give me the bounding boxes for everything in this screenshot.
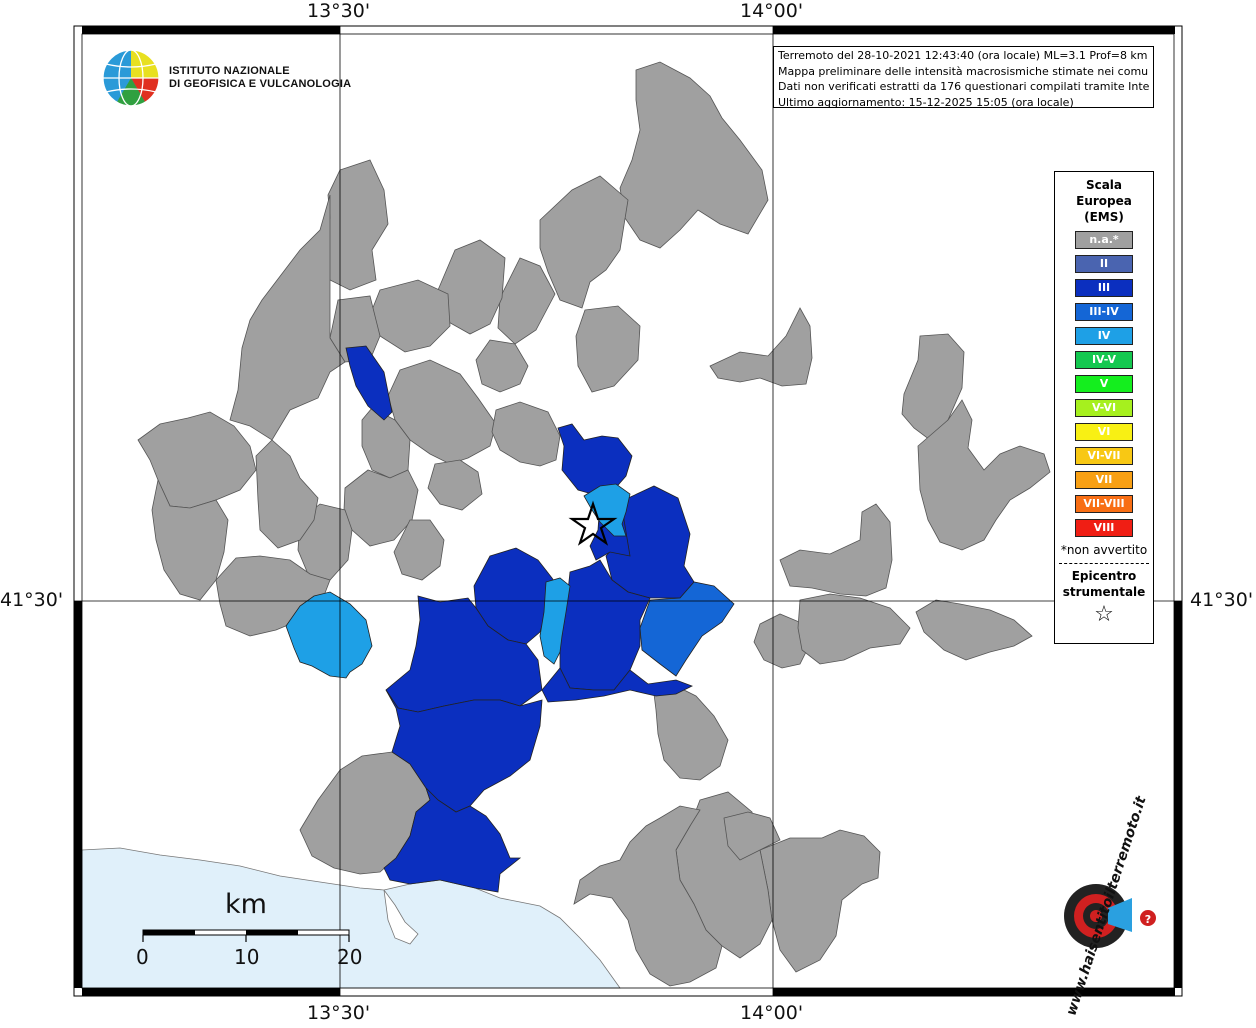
event-info-line-1: Terremoto del 28-10-2021 12:43:40 (ora l… — [778, 49, 1148, 62]
event-info-box: Terremoto del 28-10-2021 12:43:40 (ora l… — [773, 46, 1154, 109]
legend-item: V — [1075, 375, 1133, 393]
lat-label-right: 41°30' — [1190, 589, 1254, 611]
municipalities-IV — [285, 483, 631, 679]
legend-item: III-IV — [1075, 303, 1133, 321]
legend-item: VI-VII — [1075, 447, 1133, 465]
haisentito-logo-icon: ? — [1062, 880, 1156, 952]
coast-land — [383, 889, 419, 945]
municipalities-III — [345, 345, 695, 893]
event-info-line-3: Dati non verificati estratti da 176 ques… — [778, 80, 1149, 93]
scale-tick-20: 20 — [337, 945, 363, 969]
legend-item: III — [1075, 279, 1133, 297]
municipalities-III-IV — [639, 581, 735, 677]
legend-note: *non avvertito — [1060, 543, 1148, 557]
lon-label-top-1: 13°30' — [307, 0, 371, 22]
epicenter-star-icon — [568, 500, 618, 546]
event-info-line-4: Ultimo aggiornamento: 15-12-2025 15:05 (… — [778, 95, 1074, 109]
event-info-line-2: Mappa preliminare delle intensità macros… — [778, 64, 1149, 78]
legend-item: V-VI — [1075, 399, 1133, 417]
ingv-line-1: ISTITUTO NAZIONALE — [169, 65, 290, 77]
svg-text:?: ? — [1145, 913, 1151, 926]
legend-item: IV-V — [1075, 351, 1133, 369]
legend-item: VII-VIII — [1075, 495, 1133, 513]
ingv-line-2: DI GEOFISICA E VULCANOLOGIA — [169, 78, 352, 90]
lon-label-bottom-2: 14°00' — [740, 1002, 804, 1024]
ingv-logo-icon — [102, 49, 160, 107]
lat-label-left: 41°30' — [0, 589, 64, 611]
legend-title: Scala Europea (EMS) — [1076, 178, 1132, 224]
map-border — [74, 26, 1182, 996]
legend-item: VI — [1075, 423, 1133, 441]
lon-label-bottom-1: 13°30' — [307, 1002, 371, 1024]
legend-epicenter-label: Epicentro strumentale — [1062, 569, 1146, 599]
lon-label-top-2: 14°00' — [740, 0, 804, 22]
graticule — [74, 26, 1182, 996]
scale-tick-10: 10 — [234, 945, 260, 969]
scale-unit: km — [225, 889, 267, 920]
municipalities-na — [137, 61, 1051, 987]
legend-item: VII — [1075, 471, 1133, 489]
legend-item: IV — [1075, 327, 1133, 345]
ems-legend: Scala Europea (EMS) n.a.* II III III-IV IV IV… — [1054, 171, 1154, 644]
scale-tick-0: 0 — [136, 945, 149, 969]
ingv-logo-text: ISTITUTO NAZIONALE DI GEOFISICA E VULCAN… — [169, 65, 351, 91]
legend-divider — [1059, 563, 1149, 564]
legend-epicenter-star-icon: ☆ — [1094, 602, 1114, 627]
legend-items: n.a.* II III III-IV IV IV-V V V-VI VI VI-VII VII VI… — [1055, 231, 1153, 537]
legend-item: VIII — [1075, 519, 1133, 537]
legend-item: II — [1075, 255, 1133, 273]
scale-bar — [142, 929, 350, 942]
legend-item: n.a.* — [1075, 231, 1133, 249]
